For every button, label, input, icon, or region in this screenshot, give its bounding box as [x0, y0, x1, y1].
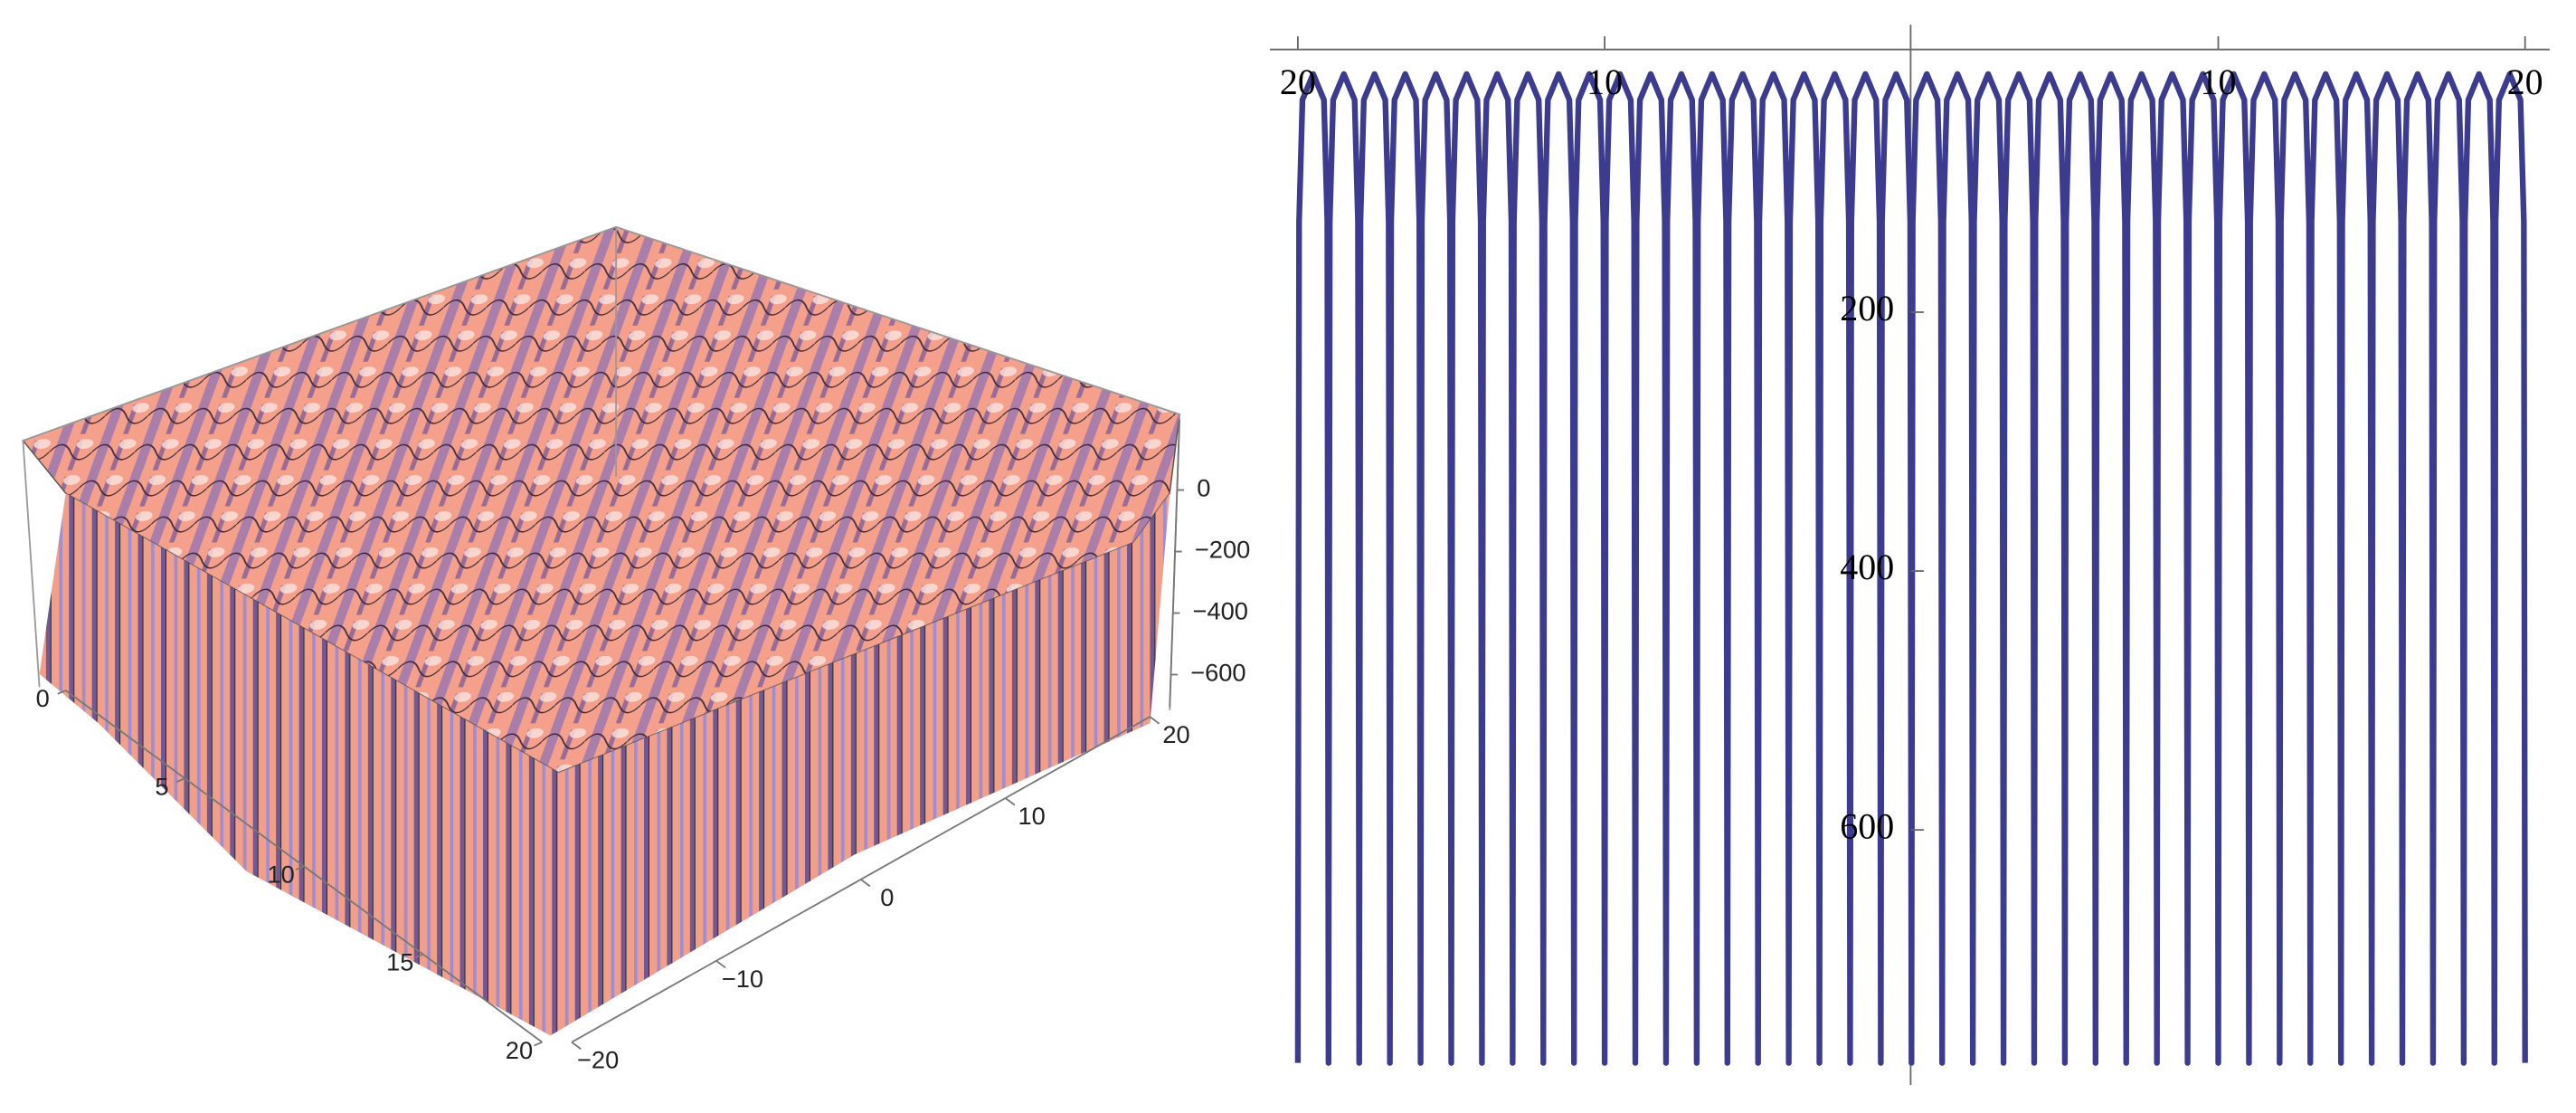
z-tick-label: −400 [1193, 597, 1248, 625]
box-edge [22, 440, 41, 688]
axes-3d: 0 5 10 15 20 −20 −10 0 10 20 0 −200 −400 −600 [36, 419, 1250, 1074]
y-tick-label: −10 [722, 965, 763, 993]
data-line [1294, 71, 2528, 1066]
tick-mark [860, 879, 871, 888]
y-tick-label: 20 [1162, 720, 1189, 748]
tick-mark [715, 960, 726, 969]
tick-mark [534, 1041, 543, 1047]
z-tick-label: 0 [1197, 474, 1210, 502]
x-tick-label: 10 [1586, 62, 1623, 102]
y-tick-label: 200 [1840, 288, 1894, 328]
z-tick-label: −200 [1195, 536, 1250, 564]
tick-mark [176, 777, 185, 783]
x-tick-label: 20 [1280, 62, 1316, 102]
tick-mark [295, 865, 305, 871]
y-tick-label: 600 [1840, 805, 1894, 846]
x-tick-label: 15 [386, 948, 413, 976]
tick-mark [414, 953, 424, 959]
z-line [1169, 419, 1181, 708]
tick-mark [1149, 716, 1160, 725]
surface-plot: 0 5 10 15 20 −20 −10 0 10 20 0 −200 −400 −600 [22, 225, 1250, 1074]
y-tick-label: 400 [1840, 547, 1894, 587]
x-tick-label: 10 [267, 860, 294, 888]
x-tick-label: 20 [2507, 62, 2543, 102]
surface-walls [39, 493, 1170, 1036]
x-tick-label: 0 [36, 684, 50, 712]
line-plot: 20 10 10 20 200 400 600 [1270, 24, 2550, 1085]
z-tick-label: −600 [1190, 659, 1245, 687]
y-tick-label: 10 [1018, 802, 1046, 830]
x-tick-label: 20 [506, 1036, 533, 1064]
x-tick-label: 5 [155, 772, 168, 800]
y-tick-label: −20 [577, 1046, 619, 1074]
tick-mark [571, 1041, 582, 1051]
tick-mark [1005, 797, 1016, 806]
y-tick-label: 0 [880, 883, 894, 911]
tick-mark [57, 690, 67, 695]
x-tick-label: 10 [2201, 62, 2237, 102]
